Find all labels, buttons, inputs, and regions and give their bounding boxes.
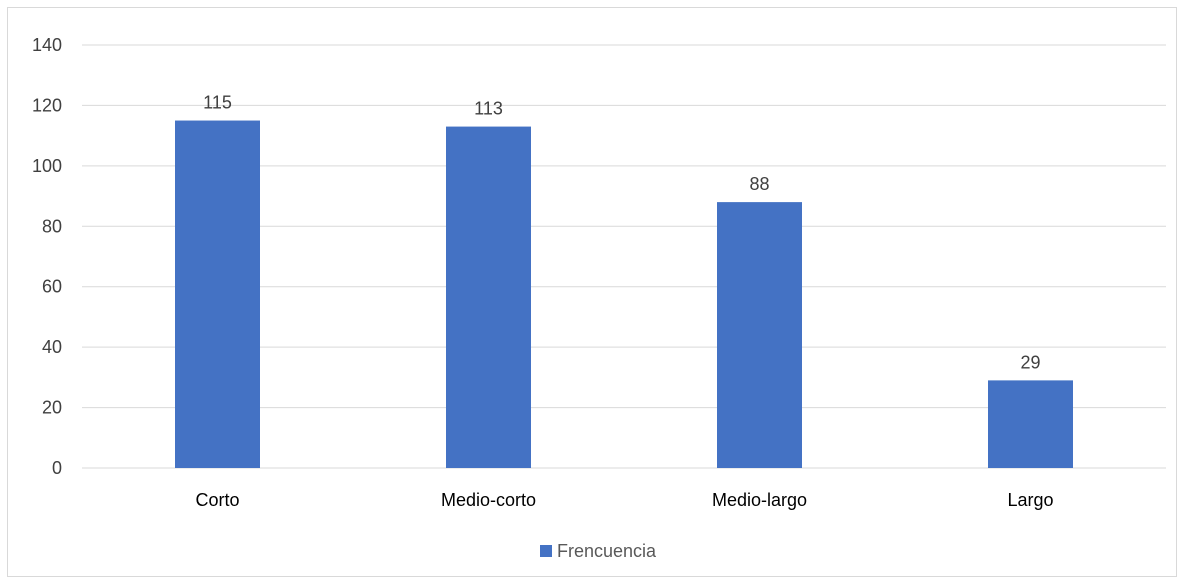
y-tick-label: 40 xyxy=(42,337,62,357)
bars xyxy=(175,120,1073,469)
y-tick-label: 20 xyxy=(42,398,62,418)
data-label: 88 xyxy=(749,174,769,194)
category-label: Corto xyxy=(195,490,239,510)
data-label: 115 xyxy=(203,93,232,113)
y-axis-tick-labels: 0 20 40 60 80 100 120 140 xyxy=(32,35,62,478)
y-tick-label: 120 xyxy=(32,95,62,115)
bar-largo xyxy=(988,380,1073,468)
y-tick-label: 60 xyxy=(42,277,62,297)
gridlines xyxy=(82,44,1166,469)
category-label: Largo xyxy=(1007,490,1053,510)
legend: Frencuencia xyxy=(540,541,657,561)
data-label: 29 xyxy=(1020,352,1040,372)
y-tick-label: 100 xyxy=(32,156,62,176)
legend-swatch xyxy=(540,545,552,557)
data-labels: 115 113 88 29 xyxy=(203,93,1040,373)
bar-corto xyxy=(175,120,260,469)
y-tick-label: 0 xyxy=(52,458,62,478)
category-label: Medio-corto xyxy=(441,490,536,510)
y-tick-label: 80 xyxy=(42,216,62,236)
y-tick-label: 140 xyxy=(32,35,62,55)
x-axis-category-labels: Corto Medio-corto Medio-largo Largo xyxy=(195,490,1053,510)
bar-medio-corto xyxy=(446,126,531,468)
bar-medio-largo xyxy=(717,202,802,468)
legend-label: Frencuencia xyxy=(557,541,657,561)
data-label: 113 xyxy=(474,99,503,119)
category-label: Medio-largo xyxy=(712,490,807,510)
